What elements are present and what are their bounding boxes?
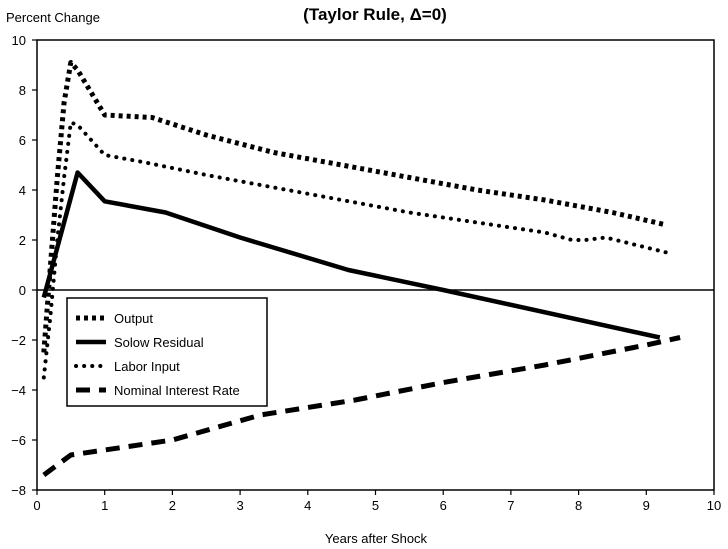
y-tick-label-4: 0	[19, 283, 26, 298]
y-tick-label-8: 8	[19, 83, 26, 98]
y-tick-label-6: 4	[19, 183, 26, 198]
series-line-nominal-interest-rate	[42, 335, 681, 478]
x-tick-label-7: 7	[507, 498, 514, 513]
x-tick-label-2: 2	[169, 498, 176, 513]
x-axis-title: Years after Shock	[325, 531, 428, 546]
series-group	[41, 60, 681, 478]
legend-label-solow-residual: Solow Residual	[114, 335, 204, 350]
x-tick-label-9: 9	[643, 498, 650, 513]
legend-label-labor-input: Labor Input	[114, 359, 180, 374]
chart-title: (Taylor Rule, Δ=0)	[303, 5, 447, 24]
y-tick-label-3: −2	[11, 333, 26, 348]
x-tick-label-0: 0	[33, 498, 40, 513]
plot-area	[36, 39, 715, 491]
legend: Output Solow Residual Labor Input Nominal I…	[66, 297, 268, 407]
x-tick-label-5: 5	[372, 498, 379, 513]
legend-label-output: Output	[114, 311, 153, 326]
axis-ticks: 0 1 2 3 4 5 6 7 8 9 10 −8 −6 −4 −2 0 2 4 6 8 10	[11, 33, 721, 513]
x-tick-label-10: 10	[707, 498, 721, 513]
series-line-solow-residual	[41, 170, 661, 340]
legend-label-nominal-interest-rate: Nominal Interest Rate	[114, 383, 240, 398]
y-tick-label-2: −4	[11, 383, 26, 398]
y-tick-label-1: −6	[11, 433, 26, 448]
y-tick-label-9: 10	[12, 33, 26, 48]
y-axis-title: Percent Change	[6, 10, 100, 25]
x-tick-label-6: 6	[440, 498, 447, 513]
x-tick-label-1: 1	[101, 498, 108, 513]
x-tick-label-8: 8	[575, 498, 582, 513]
x-tick-label-4: 4	[304, 498, 311, 513]
series-line-output	[41, 60, 668, 353]
y-tick-label-7: 6	[19, 133, 26, 148]
y-tick-label-5: 2	[19, 233, 26, 248]
x-tick-label-3: 3	[236, 498, 243, 513]
y-tick-label-0: −8	[11, 483, 26, 498]
